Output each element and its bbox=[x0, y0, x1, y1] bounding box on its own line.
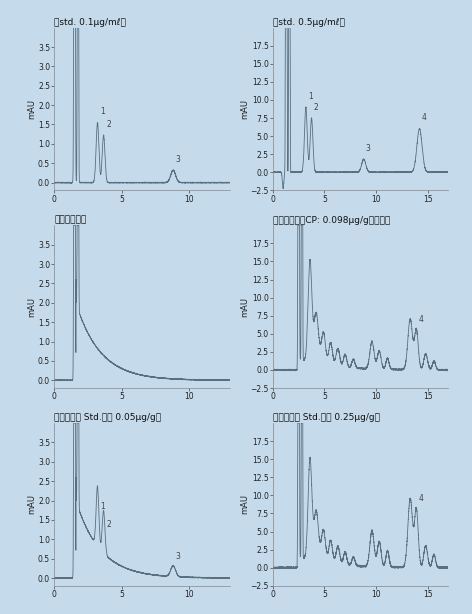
Y-axis label: mAU: mAU bbox=[27, 297, 37, 317]
Text: 2: 2 bbox=[106, 120, 111, 129]
Text: 1: 1 bbox=[308, 91, 312, 101]
Y-axis label: mAU: mAU bbox=[27, 99, 37, 119]
Text: 4: 4 bbox=[421, 114, 426, 122]
Text: 〈std. 0.5μg/mℓ〉: 〈std. 0.5μg/mℓ〉 bbox=[273, 18, 345, 27]
Text: 〈ハチミツ〉: 〈ハチミツ〉 bbox=[54, 216, 86, 225]
Text: 〈ハチミツ Std.添加 0.25μg/g〉: 〈ハチミツ Std.添加 0.25μg/g〉 bbox=[273, 413, 380, 422]
Text: 3: 3 bbox=[366, 144, 371, 153]
Y-axis label: mAU: mAU bbox=[240, 297, 249, 317]
Y-axis label: mAU: mAU bbox=[240, 494, 249, 515]
Text: 3: 3 bbox=[176, 155, 180, 164]
Text: 4: 4 bbox=[418, 494, 423, 503]
Y-axis label: mAU: mAU bbox=[240, 99, 249, 119]
Text: 4: 4 bbox=[418, 315, 423, 324]
Text: 2: 2 bbox=[106, 520, 111, 529]
Text: 1: 1 bbox=[100, 107, 105, 116]
Text: 2: 2 bbox=[313, 103, 318, 112]
Text: 3: 3 bbox=[176, 551, 180, 561]
Text: 〈std. 0.1μg/mℓ〉: 〈std. 0.1μg/mℓ〉 bbox=[54, 18, 126, 27]
Text: 1: 1 bbox=[100, 502, 105, 511]
Text: 〈ハチミツ（CP: 0.098μg/g相当）〉: 〈ハチミツ（CP: 0.098μg/g相当）〉 bbox=[273, 216, 390, 225]
Text: 〈ハチミツ Std.添加 0.05μg/g〉: 〈ハチミツ Std.添加 0.05μg/g〉 bbox=[54, 413, 161, 422]
Y-axis label: mAU: mAU bbox=[27, 494, 37, 515]
